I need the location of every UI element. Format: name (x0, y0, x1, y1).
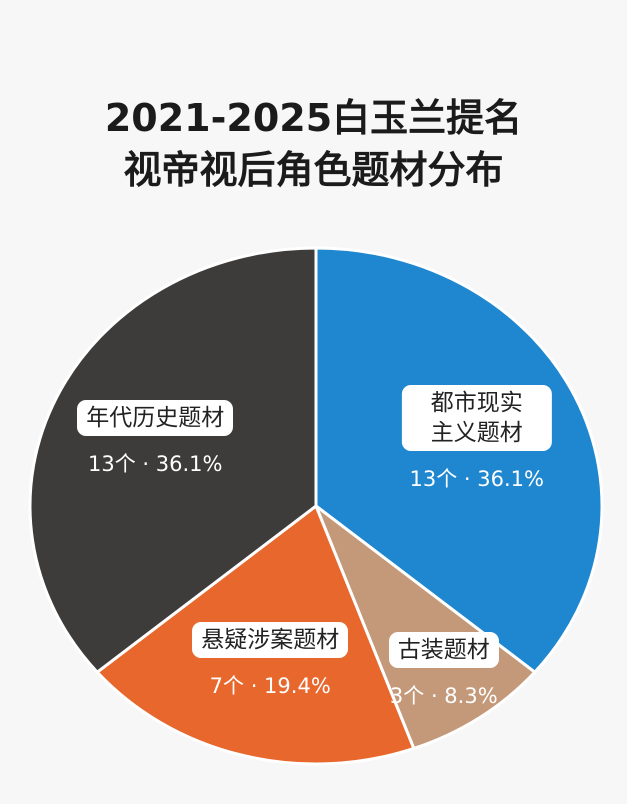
category-label: 年代历史题材 (77, 399, 234, 436)
pie-slice (314, 246, 604, 675)
category-label: 古装题材 (388, 631, 499, 668)
slice-label: 悬疑涉案题材 7个 · 19.4% (192, 621, 349, 700)
category-label: 悬疑涉案题材 (192, 621, 349, 658)
slice-label: 古装题材 3个 · 8.3% (388, 631, 499, 710)
pie-slice (312, 501, 538, 751)
category-label: 都市现实主义题材 (401, 384, 552, 451)
value-label: 3个 · 8.3% (389, 683, 498, 708)
chart-title: 2021-2025白玉兰提名视帝视后角色题材分布 (104, 96, 523, 192)
slice-label: 年代历史题材 13个 · 36.1% (77, 399, 234, 478)
value-label: 13个 · 36.1% (409, 466, 544, 491)
value-label: 7个 · 19.4% (209, 673, 331, 698)
pie-slice (28, 246, 318, 675)
value-label: 13个 · 36.1% (88, 451, 223, 476)
slice-label: 都市现实主义题材 13个 · 36.1% (401, 384, 552, 493)
